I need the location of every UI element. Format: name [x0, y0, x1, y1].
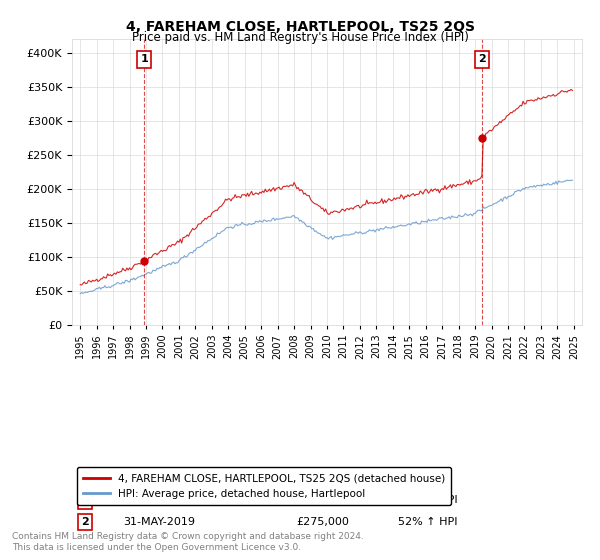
Text: Price paid vs. HM Land Registry's House Price Index (HPI): Price paid vs. HM Land Registry's House … — [131, 31, 469, 44]
Text: 1: 1 — [81, 496, 89, 506]
Text: £275,000: £275,000 — [296, 517, 349, 527]
Text: 52% ↑ HPI: 52% ↑ HPI — [398, 517, 458, 527]
Point — [477, 133, 487, 142]
Text: 20-NOV-1998: 20-NOV-1998 — [123, 496, 197, 506]
Text: 2: 2 — [81, 517, 89, 527]
Legend: 4, FAREHAM CLOSE, HARTLEPOOL, TS25 2QS (detached house), HPI: Average price, det: 4, FAREHAM CLOSE, HARTLEPOOL, TS25 2QS (… — [77, 467, 451, 505]
Text: 28% ↑ HPI: 28% ↑ HPI — [398, 496, 458, 506]
Text: 4, FAREHAM CLOSE, HARTLEPOOL, TS25 2QS: 4, FAREHAM CLOSE, HARTLEPOOL, TS25 2QS — [125, 20, 475, 34]
Text: £94,000: £94,000 — [296, 496, 342, 506]
Text: Contains HM Land Registry data © Crown copyright and database right 2024.
This d: Contains HM Land Registry data © Crown c… — [12, 532, 364, 552]
Text: 1: 1 — [140, 54, 148, 64]
Text: 2: 2 — [478, 54, 486, 64]
Text: 31-MAY-2019: 31-MAY-2019 — [123, 517, 195, 527]
Point — [139, 256, 149, 265]
